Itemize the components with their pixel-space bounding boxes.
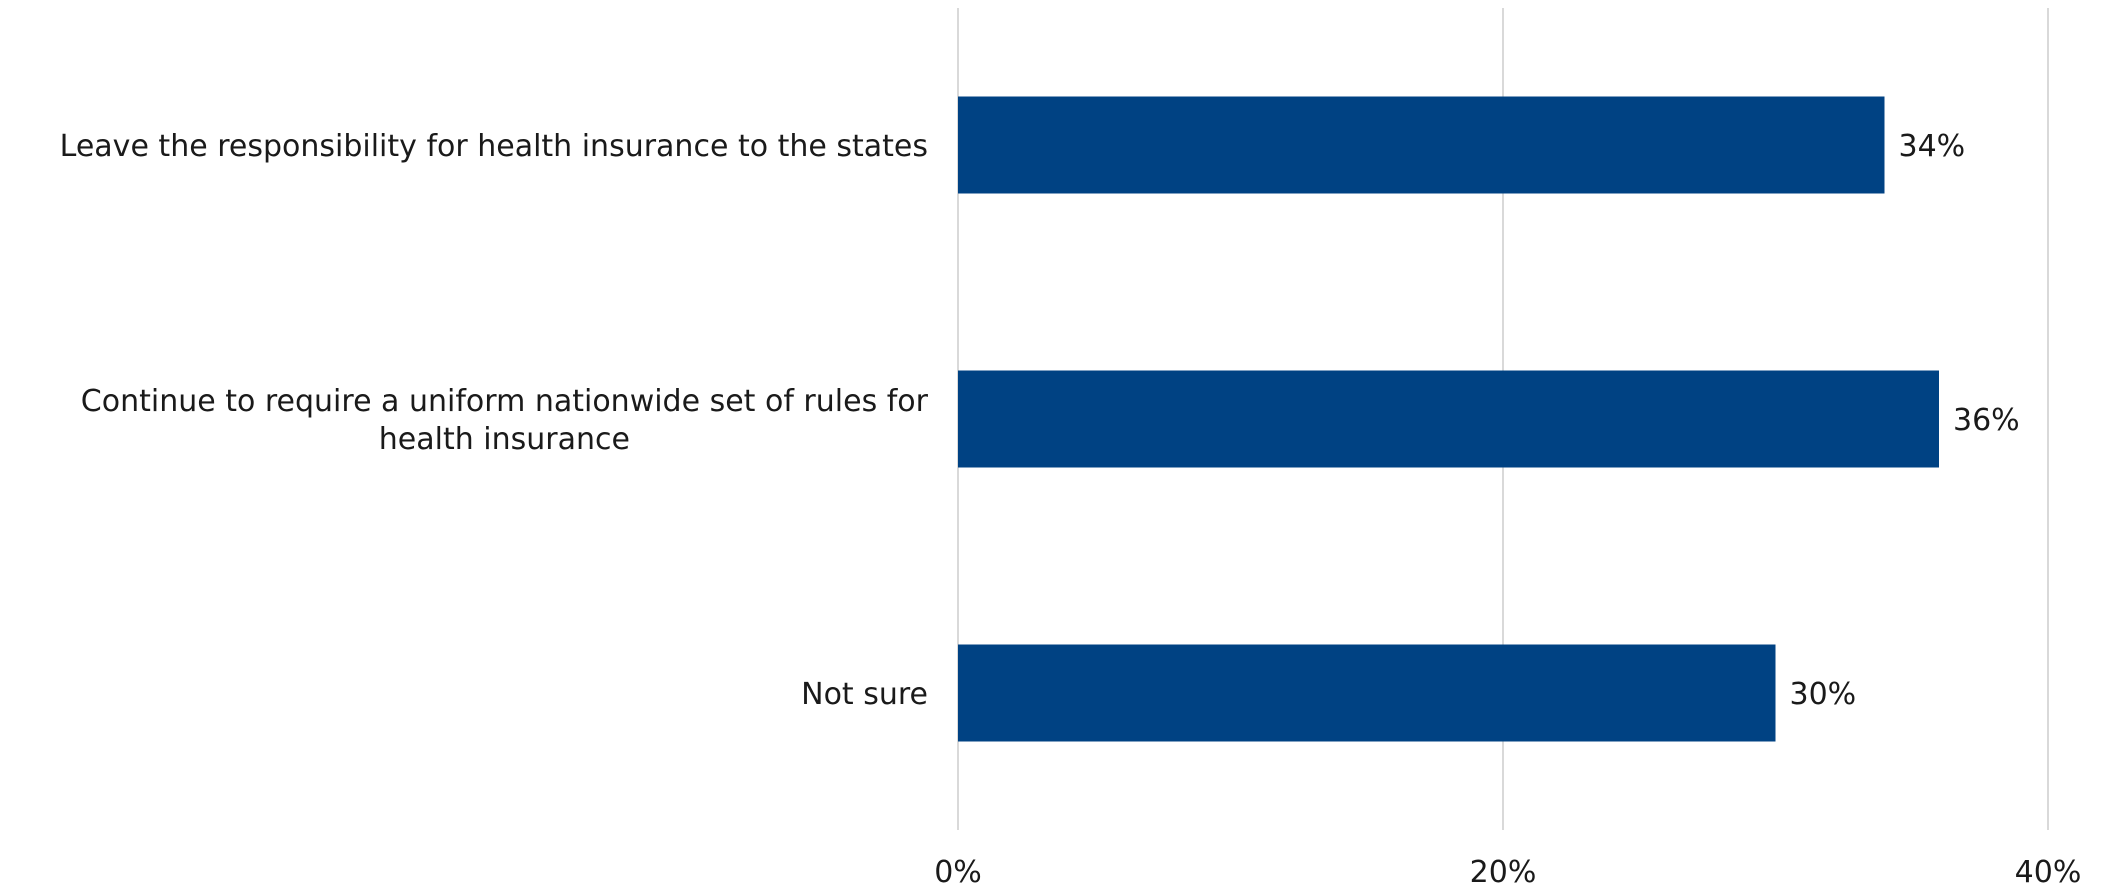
value-labels: 34% 36% 30% [1790, 129, 2020, 712]
category-label-line: health insurance [379, 422, 630, 457]
value-label: 34% [1899, 129, 1966, 164]
x-axis-ticks: 0% 20% 40% [934, 855, 2081, 886]
value-label: 36% [1953, 403, 2020, 438]
x-tick-label: 0% [934, 855, 982, 886]
category-labels: Leave the responsibility for health insu… [60, 129, 929, 712]
category-label: Continue to require a uniform nationwide… [81, 384, 929, 457]
bars [958, 96, 1939, 742]
category-label: Leave the responsibility for health insu… [60, 129, 928, 164]
bar [958, 96, 1885, 194]
bar [958, 644, 1776, 742]
x-tick-label: 40% [2015, 855, 2082, 886]
category-label-line: Leave the responsibility for health insu… [60, 129, 928, 164]
category-label-line: Continue to require a uniform nationwide… [81, 384, 929, 419]
category-label-line: Not sure [801, 677, 928, 712]
category-label: Not sure [801, 677, 928, 712]
value-label: 30% [1790, 677, 1857, 712]
x-tick-label: 20% [1470, 855, 1537, 886]
bar [958, 370, 1939, 468]
